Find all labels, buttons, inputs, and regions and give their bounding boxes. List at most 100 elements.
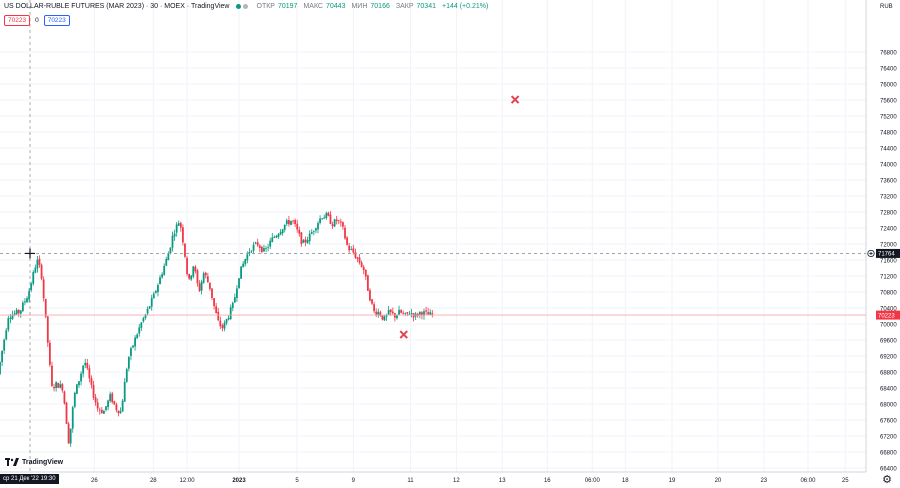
candle-body — [115, 404, 118, 411]
candle-body — [127, 357, 130, 369]
candle-body — [59, 384, 62, 388]
candle-body — [144, 314, 147, 319]
candle-body — [423, 311, 425, 316]
candle-body — [398, 309, 400, 316]
cursor-price-badge — [876, 248, 900, 258]
y-tick-label: 74800 — [880, 131, 897, 137]
candle-body — [377, 311, 380, 316]
candle-body — [136, 334, 139, 339]
candle-body — [154, 290, 157, 293]
indicator-zero: 0 — [35, 17, 39, 24]
indicator-value-blue[interactable]: 70223 — [43, 15, 70, 26]
close-label: ЗАКР — [395, 3, 414, 10]
candle-body — [61, 384, 64, 391]
x-tick-label: 11 — [407, 478, 414, 484]
candle-body — [219, 320, 222, 327]
candle-body — [339, 221, 342, 223]
candle-body — [227, 317, 230, 320]
candle-body — [11, 314, 14, 320]
y-tick-label: 75600 — [880, 99, 897, 105]
gear-icon[interactable]: ⚙ — [882, 474, 892, 486]
candle-body — [358, 257, 361, 263]
candle-body — [90, 378, 93, 385]
candle-body — [406, 312, 409, 314]
candle-body — [157, 284, 159, 293]
candle-body — [186, 257, 188, 275]
candle-body — [431, 313, 434, 315]
candle-body — [252, 244, 255, 251]
candle-body — [221, 325, 224, 328]
status-dots — [235, 4, 248, 9]
candle-body — [366, 275, 369, 291]
candle-body — [76, 384, 78, 394]
close-value: 70341 — [416, 3, 436, 10]
candle-body — [148, 306, 151, 309]
symbol-title[interactable]: US DOLLAR-RUBLE FUTURES (MAR 2023) · 30 … — [4, 3, 230, 10]
currency-label: RUB — [880, 4, 893, 10]
high-label: МАКС — [303, 3, 323, 10]
candle-body — [13, 313, 16, 316]
candle-body — [159, 277, 161, 285]
candle-body — [408, 314, 411, 315]
candle-body — [173, 233, 176, 237]
candle-body — [198, 283, 201, 291]
add-alert-icon[interactable] — [867, 249, 875, 258]
y-tick-label: 71600 — [880, 259, 897, 265]
candle-body — [256, 242, 259, 246]
x-tick-label: 18 — [622, 478, 629, 484]
candle-body — [292, 220, 294, 222]
current-price-badge — [876, 310, 900, 320]
y-tick-label: 74000 — [880, 163, 897, 169]
candle-body — [38, 258, 41, 265]
candle-body — [294, 220, 297, 225]
candle-body — [354, 252, 357, 258]
tradingview-logo[interactable]: TradingView — [5, 458, 63, 466]
candle-body — [67, 423, 70, 444]
candle-body — [132, 345, 134, 348]
candle-body — [240, 266, 242, 279]
candle-body — [109, 394, 112, 402]
candle-body — [209, 282, 211, 289]
candle-body — [190, 275, 193, 280]
high-value: 70443 — [326, 3, 346, 10]
candle-body — [169, 247, 172, 254]
candle-body — [51, 365, 53, 386]
candle-body — [165, 258, 168, 266]
candle-body — [55, 382, 58, 388]
candle-body — [321, 218, 324, 220]
candle-body — [418, 311, 421, 315]
candle-body — [130, 348, 132, 357]
candle-body — [24, 301, 26, 303]
candle-body — [356, 257, 359, 259]
candle-body — [427, 312, 430, 315]
x-tick-label: 9 — [352, 478, 356, 484]
candle-body — [275, 235, 278, 238]
candle-body — [1, 350, 3, 363]
candle-body — [36, 259, 39, 269]
data-status-icon — [242, 4, 248, 9]
candle-body — [146, 308, 149, 314]
tradingview-logo-icon — [5, 458, 19, 466]
indicator-value-red[interactable]: 70223 — [4, 15, 31, 26]
candle-body — [333, 219, 336, 227]
x-tick-label: 12:00 — [180, 478, 196, 484]
candle-body — [304, 239, 307, 243]
candle-body — [308, 233, 311, 242]
y-tick-label: 66800 — [880, 451, 897, 457]
candle-body — [105, 406, 107, 410]
candle-body — [296, 223, 299, 230]
candle-body — [78, 381, 80, 386]
candle-body — [69, 428, 72, 444]
candle-body — [142, 318, 145, 322]
candle-body — [285, 220, 288, 224]
x-tick-label: 12 — [453, 478, 460, 484]
candle-body — [260, 246, 263, 252]
y-tick-label: 72800 — [880, 211, 897, 217]
y-tick-label: 71200 — [880, 275, 897, 281]
candle-body — [250, 250, 253, 252]
candle-body — [319, 218, 321, 223]
x-tick-label: 06:00 — [800, 478, 816, 484]
candle-body — [19, 310, 22, 314]
y-tick-label: 70000 — [880, 323, 897, 329]
